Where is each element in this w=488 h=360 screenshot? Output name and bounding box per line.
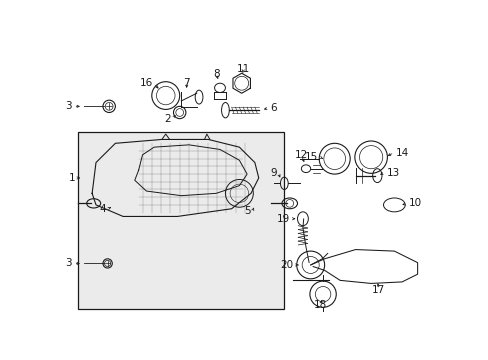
Text: 14: 14 <box>395 148 408 158</box>
Text: 6: 6 <box>270 103 276 113</box>
Text: 18: 18 <box>313 300 326 310</box>
Text: 17: 17 <box>371 285 385 294</box>
Text: 1: 1 <box>68 173 75 183</box>
Text: 10: 10 <box>407 198 421 208</box>
Text: 11: 11 <box>236 64 249 75</box>
Text: 16: 16 <box>139 78 152 88</box>
Text: 3: 3 <box>65 258 72 269</box>
Text: 7: 7 <box>183 78 190 88</box>
Text: 12: 12 <box>294 150 307 160</box>
Text: 8: 8 <box>212 69 219 79</box>
Text: 15: 15 <box>305 152 318 162</box>
Text: 19: 19 <box>276 214 289 224</box>
Text: 3: 3 <box>65 101 72 111</box>
Text: 2: 2 <box>164 114 171 123</box>
Text: 20: 20 <box>280 260 293 270</box>
Text: 13: 13 <box>386 167 399 177</box>
Text: 4: 4 <box>99 204 106 214</box>
Text: 5: 5 <box>244 206 250 216</box>
Text: 9: 9 <box>269 167 276 177</box>
FancyBboxPatch shape <box>78 132 283 309</box>
